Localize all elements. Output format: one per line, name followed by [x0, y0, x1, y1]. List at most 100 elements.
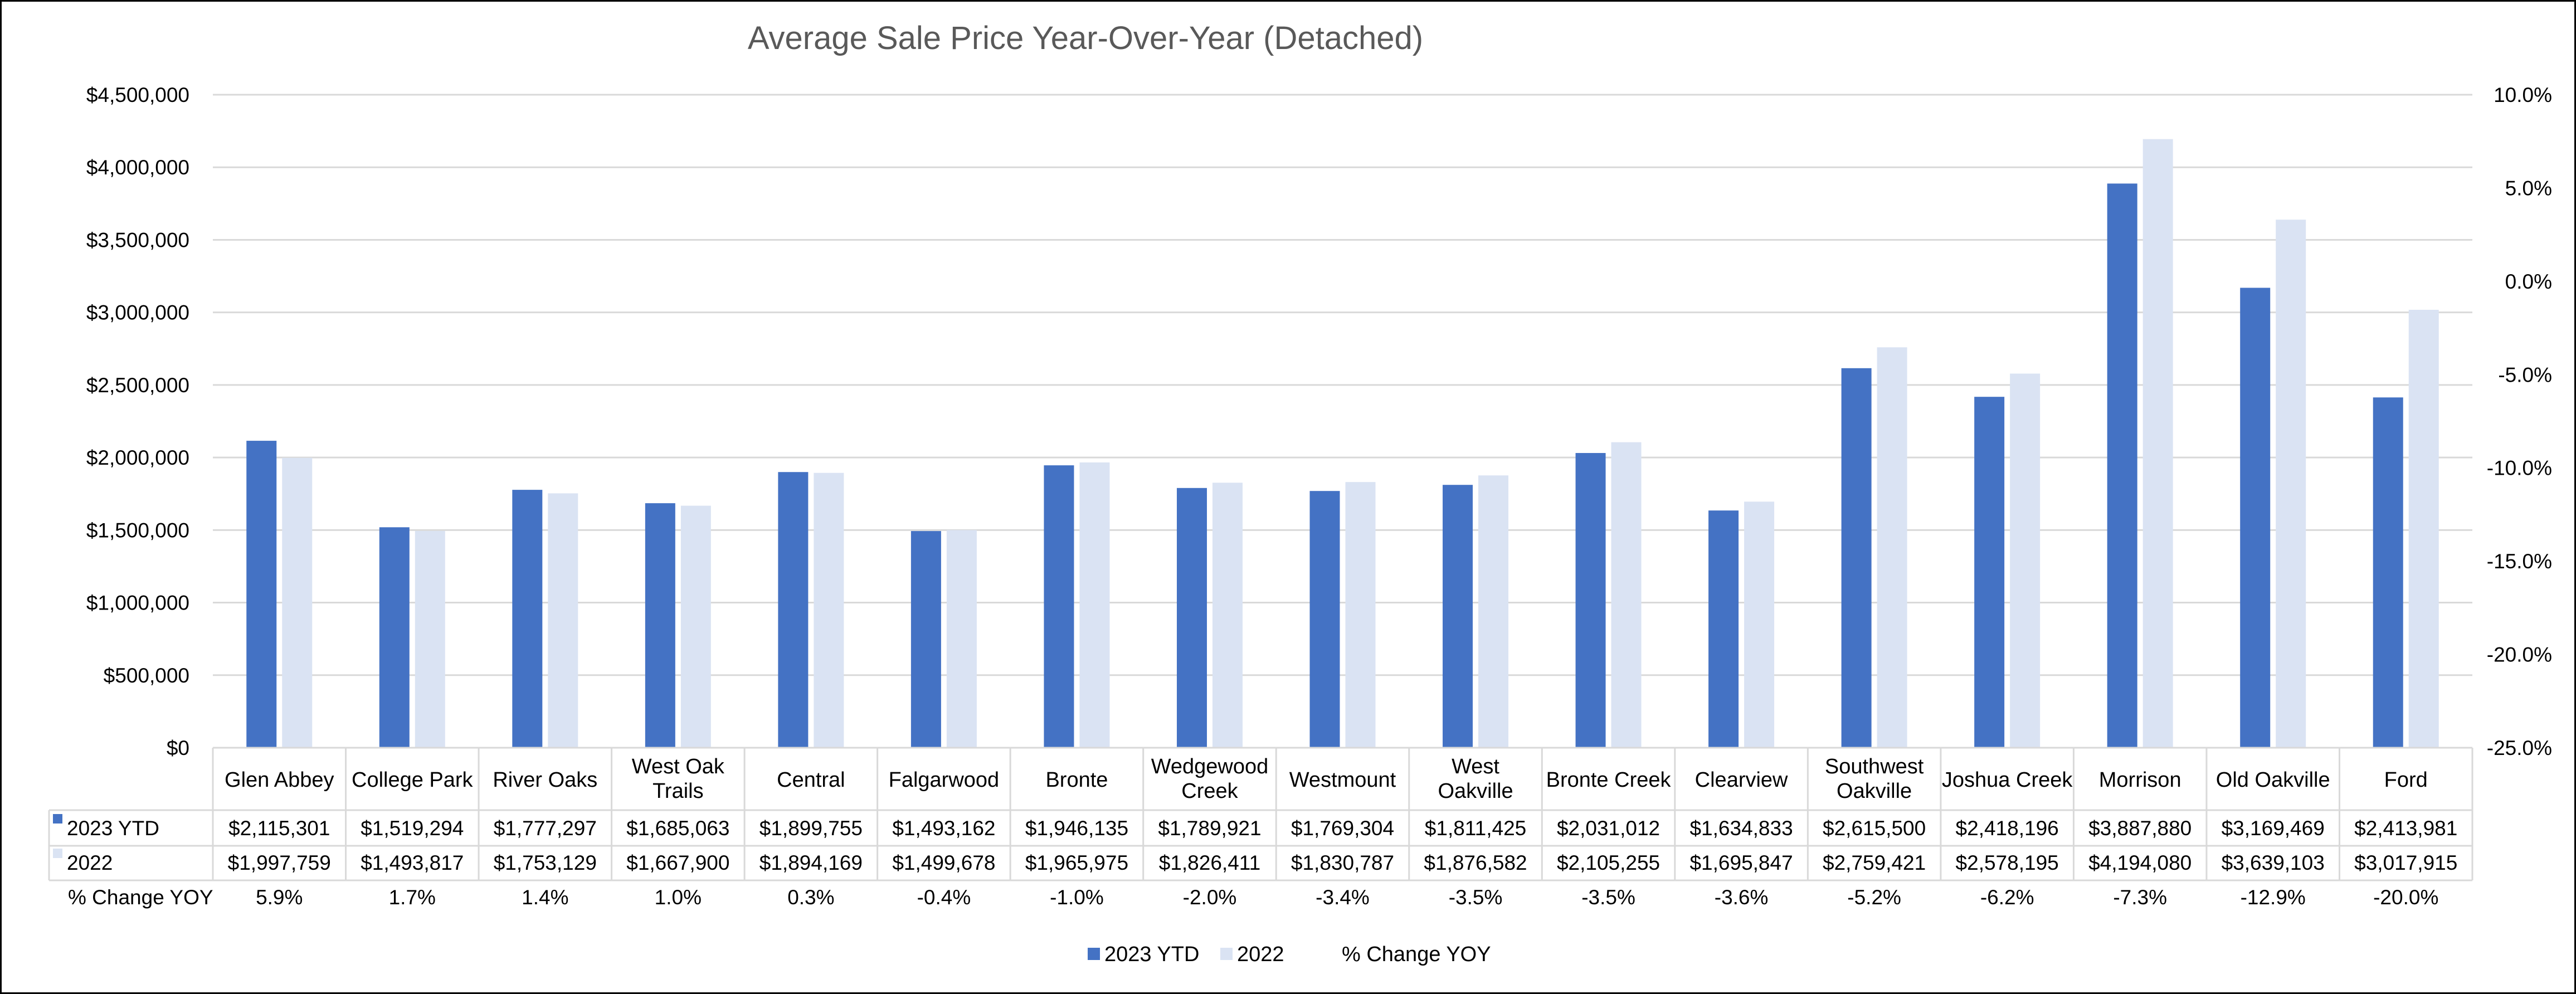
chart-title: Average Sale Price Year-Over-Year (Detac… — [748, 20, 1423, 56]
table-cell: $2,615,500 — [1823, 817, 1926, 840]
y-axis: $0 $500,000 $1,000,000 $1,500,000 $2,000,000… — [86, 84, 189, 759]
bar-2023-ytd — [2240, 288, 2271, 748]
y-tick-label: $500,000 — [104, 664, 189, 687]
category-label: West Oak Trails — [632, 755, 725, 803]
y2-tick-label: -5.0% — [2498, 363, 2552, 386]
bar-2022 — [2010, 373, 2041, 748]
bar-2022 — [2276, 220, 2306, 748]
table-cell: 1.4% — [522, 886, 568, 909]
category-label: River Oaks — [493, 768, 597, 792]
table-cell: $1,899,755 — [759, 817, 863, 840]
y2-tick-label: -20.0% — [2487, 644, 2552, 666]
row-header: 2023 YTD — [67, 817, 159, 840]
table-cell: $1,965,975 — [1025, 851, 1128, 874]
table-cell: -6.2% — [1980, 886, 2034, 909]
bar-2023-ytd — [246, 441, 277, 748]
category-label: Bronte — [1045, 768, 1108, 792]
table-cell: -7.3% — [2113, 886, 2167, 909]
table-cell: $2,759,421 — [1823, 851, 1926, 874]
bar-2022 — [2142, 139, 2173, 748]
bar-2022 — [1212, 483, 1243, 748]
table-cell: $2,578,195 — [1956, 851, 2059, 874]
table-cell: -3.6% — [1715, 886, 1769, 909]
y-tick-label: $1,000,000 — [86, 592, 189, 615]
table-cell: 5.9% — [256, 886, 303, 909]
y2-tick-label: 0.0% — [2505, 270, 2552, 293]
bar-2023-ytd — [1176, 488, 1207, 748]
bar-2023-ytd — [2373, 397, 2403, 748]
bar-2023-ytd — [1841, 368, 1872, 748]
table-cell: $1,769,304 — [1291, 817, 1394, 840]
legend-label: 2023 YTD — [1104, 943, 1199, 966]
table-cell: $2,413,981 — [2354, 817, 2457, 840]
table-cell: $3,639,103 — [2222, 851, 2325, 874]
bar-2023-ytd — [379, 527, 410, 748]
bar-2023-ytd — [1575, 453, 1606, 748]
legend-label: % Change YOY — [1342, 943, 1491, 966]
bar-2022 — [1345, 482, 1376, 748]
table-cell: $1,695,847 — [1689, 851, 1793, 874]
table-cell: $1,811,425 — [1425, 817, 1526, 840]
table-cell: $3,169,469 — [2222, 817, 2325, 840]
bar-2022 — [548, 493, 578, 748]
y-tick-label: $4,000,000 — [86, 156, 189, 179]
table-cell: $1,830,787 — [1291, 851, 1394, 874]
y-tick-label: $1,500,000 — [86, 519, 189, 542]
y-tick-label: $3,000,000 — [86, 301, 189, 324]
table-cell: $1,753,129 — [494, 851, 597, 874]
bars — [246, 139, 2439, 748]
bar-2023-ytd — [512, 490, 543, 748]
row-header: 2022 — [67, 851, 113, 874]
table-cell: $1,997,759 — [228, 851, 331, 874]
table-cell: $1,777,297 — [494, 817, 597, 840]
bar-2023-ytd — [645, 503, 675, 748]
row-header: % Change YOY — [68, 886, 213, 909]
category-label: Wedgewood Creek — [1151, 755, 1269, 803]
y2-tick-label: -10.0% — [2487, 457, 2552, 480]
table-cell: $4,194,080 — [2088, 851, 2192, 874]
bar-2023-ytd — [1974, 397, 2005, 748]
table-cell: -5.2% — [1847, 886, 1901, 909]
table-cell: -2.0% — [1183, 886, 1237, 909]
category-label: Southwest Oakville — [1825, 755, 1924, 803]
y-tick-label: $2,000,000 — [86, 446, 189, 469]
bar-2023-ytd — [778, 472, 809, 748]
bar-2022 — [282, 457, 313, 748]
y-tick-label: $4,500,000 — [86, 84, 189, 106]
table-cell: $1,493,817 — [361, 851, 464, 874]
table-cell: 1.0% — [655, 886, 702, 909]
table-cell: $2,115,301 — [228, 817, 330, 840]
row-legend-key — [53, 814, 62, 824]
table-cell: -12.9% — [2241, 886, 2306, 909]
bar-2022 — [2408, 310, 2439, 748]
bar-2022 — [1478, 475, 1509, 748]
table-cell: $1,499,678 — [892, 851, 995, 874]
bar-2022 — [814, 472, 844, 748]
table-cell: 0.3% — [787, 886, 834, 909]
table-cell: $1,667,900 — [626, 851, 729, 874]
gridlines — [213, 94, 2472, 676]
y2-tick-label: -25.0% — [2487, 737, 2552, 759]
table-cell: $2,105,255 — [1557, 851, 1660, 874]
bar-2023-ytd — [910, 531, 941, 748]
bar-2023-ytd — [1443, 485, 1473, 748]
category-label: Joshua Creek — [1942, 768, 2073, 792]
y-tick-label: $0 — [167, 737, 189, 759]
table-cell: $1,789,921 — [1158, 817, 1261, 840]
table-cell: $3,017,915 — [2354, 851, 2457, 874]
table-cell: $2,031,012 — [1557, 817, 1660, 840]
category-label: Glen Abbey — [225, 768, 334, 792]
table-cell: $1,519,294 — [361, 817, 464, 840]
bar-2023-ytd — [1309, 491, 1340, 748]
table-cell: $3,887,880 — [2088, 817, 2192, 840]
table-cell: -1.0% — [1050, 886, 1104, 909]
bar-2022 — [1744, 501, 1775, 748]
table-cell: $1,894,169 — [759, 851, 863, 874]
legend-swatch — [1088, 948, 1100, 960]
secondary-y-axis: -25.0% -20.0% -15.0% -10.0% -5.0% 0.0% 5.0% 10.… — [2487, 84, 2552, 759]
legend-swatch — [1220, 948, 1233, 960]
bar-2022 — [1877, 347, 1907, 748]
bar-2022 — [1611, 442, 1642, 748]
table-cell: $2,418,196 — [1956, 817, 2059, 840]
